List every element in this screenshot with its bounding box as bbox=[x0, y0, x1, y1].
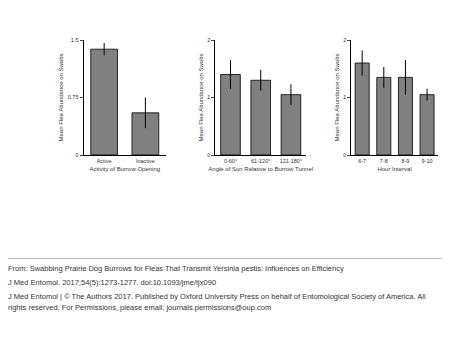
html-text:J Med Entomol. 2017;54(5):1273: J Med Entomol. 2017;54(5):1273-1277. doi… bbox=[8, 278, 217, 287]
svg-text:9-10: 9-10 bbox=[422, 158, 433, 164]
svg-text:Inactive: Inactive bbox=[136, 158, 155, 164]
svg-text:121-180°: 121-180° bbox=[280, 158, 302, 164]
svg-text:6-7: 6-7 bbox=[358, 158, 366, 164]
svg-text:Mean Flea Abundance on Swabs: Mean Flea Abundance on Swabs bbox=[198, 53, 204, 141]
svg-text:Active: Active bbox=[97, 158, 112, 164]
svg-text:0-60°: 0-60° bbox=[224, 158, 237, 164]
svg-text:2: 2 bbox=[343, 37, 346, 43]
svg-text:0: 0 bbox=[343, 152, 346, 158]
html-text:From: Swabbing Prairie Dog Bur: From: Swabbing Prairie Dog Burrows for F… bbox=[8, 264, 344, 273]
svg-text:61-120°: 61-120° bbox=[251, 158, 270, 164]
svg-text:Activity of Burrow Opening: Activity of Burrow Opening bbox=[89, 166, 160, 172]
svg-text:Mean Flea Abundance on Swabs: Mean Flea Abundance on Swabs bbox=[58, 53, 64, 141]
svg-text:0: 0 bbox=[207, 152, 210, 158]
svg-text:2: 2 bbox=[207, 37, 210, 43]
svg-text:Hour Interval: Hour Interval bbox=[377, 166, 411, 172]
svg-text:0: 0 bbox=[75, 152, 78, 158]
svg-text:Angle of Sun Relative to Burro: Angle of Sun Relative to Burrow Tunnel bbox=[208, 166, 313, 172]
html-text:J Med Entomol | © The Authors: J Med Entomol | © The Authors 2017. Publ… bbox=[8, 292, 426, 312]
svg-text:1: 1 bbox=[207, 94, 210, 100]
svg-text:8-9: 8-9 bbox=[401, 158, 409, 164]
svg-text:1: 1 bbox=[343, 94, 346, 100]
svg-text:1.5: 1.5 bbox=[71, 37, 79, 43]
svg-text:7-8: 7-8 bbox=[380, 158, 388, 164]
svg-text:0.75: 0.75 bbox=[68, 94, 79, 100]
svg-text:Mean Flea Abundance on Swabs: Mean Flea Abundance on Swabs bbox=[334, 53, 340, 141]
